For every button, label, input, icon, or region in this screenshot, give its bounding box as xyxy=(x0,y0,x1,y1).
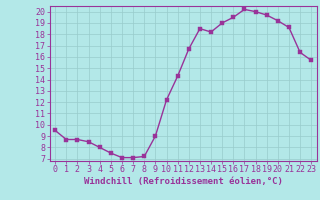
X-axis label: Windchill (Refroidissement éolien,°C): Windchill (Refroidissement éolien,°C) xyxy=(84,177,283,186)
